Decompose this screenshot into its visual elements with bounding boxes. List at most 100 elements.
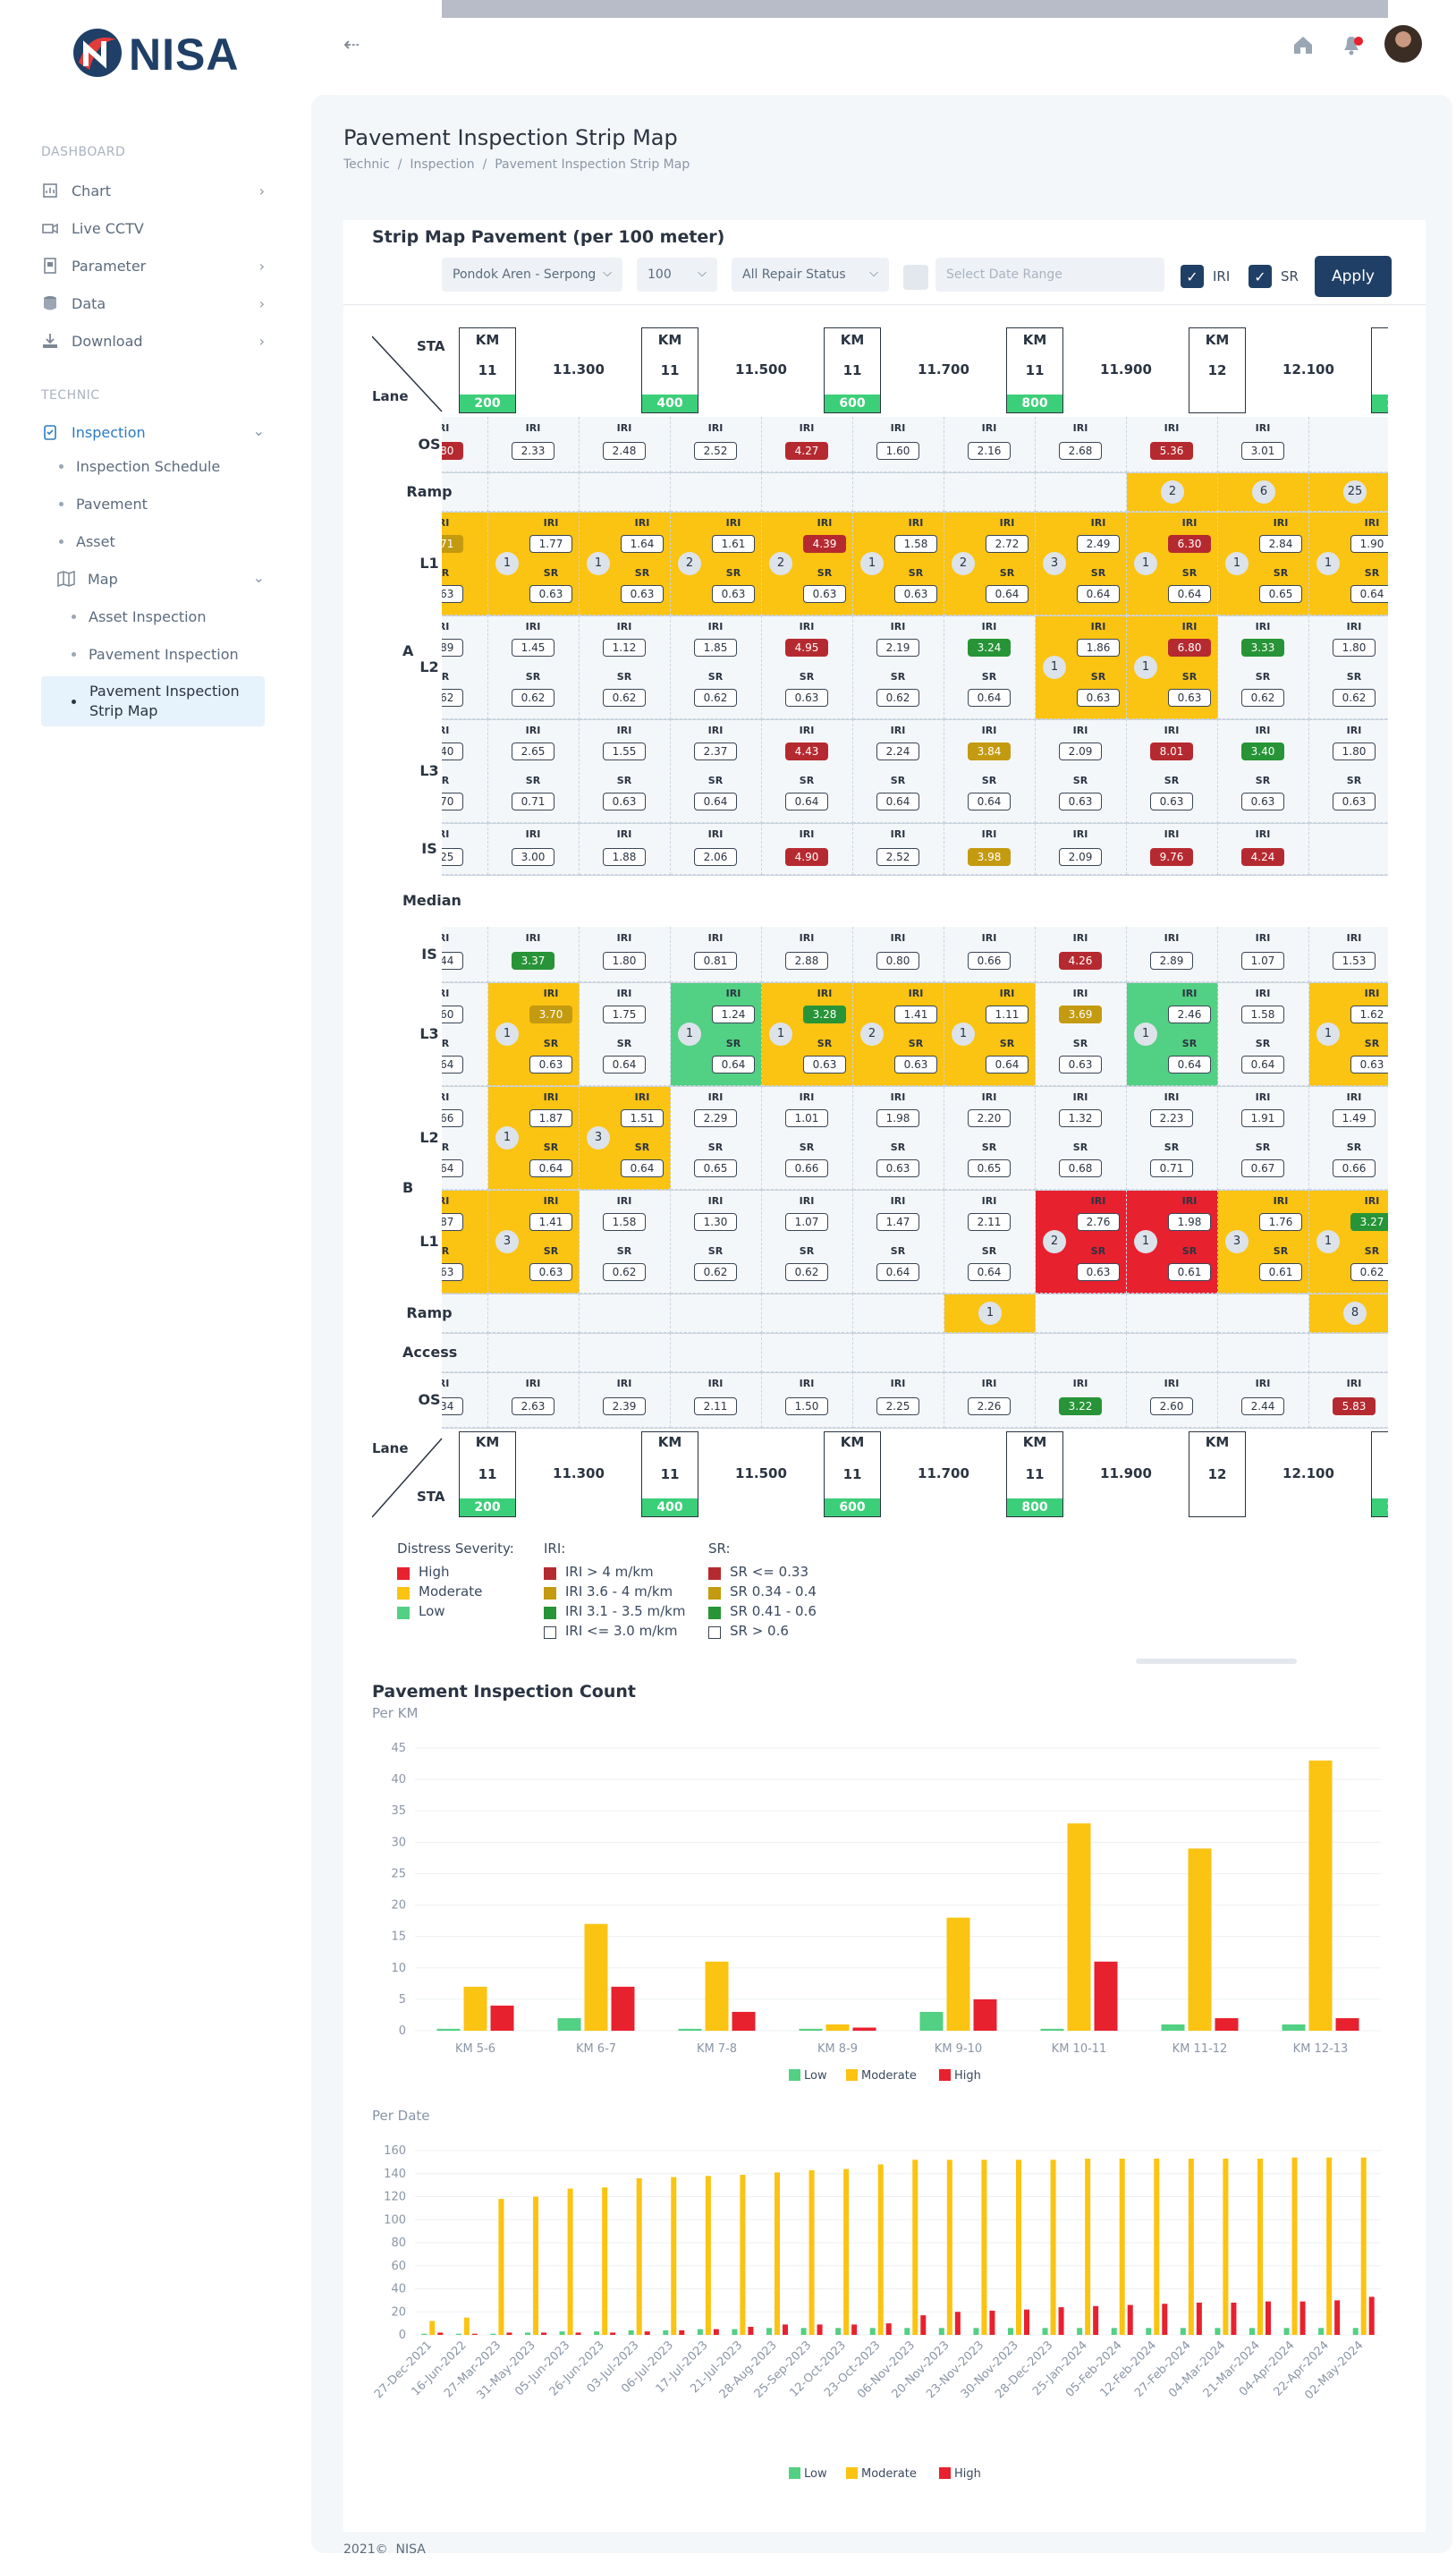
horizontal-scrollbar[interactable] (1136, 1659, 1297, 1664)
iri-tag: IRI (981, 932, 997, 944)
strip-cell[interactable] (1309, 823, 1388, 875)
strip-cell[interactable] (1218, 1294, 1309, 1333)
strip-cell[interactable] (1218, 1086, 1309, 1190)
iri-tag: IRI (725, 988, 741, 999)
strip-cell[interactable] (762, 719, 853, 823)
strip-cell[interactable] (580, 472, 671, 512)
strip-map-scroll-area: KM 11 200 11.300 KM 11 400 11.500 KM 11 600 11.700 K… (442, 0, 1388, 1664)
strip-cell[interactable] (762, 927, 853, 982)
bar-moderate (1016, 2160, 1021, 2335)
date-range-checkbox[interactable] (903, 265, 928, 290)
distress-count: 1 (1134, 1023, 1157, 1046)
sta-label: 12.100 (1282, 1465, 1334, 1481)
strip-cell[interactable] (442, 472, 488, 512)
strip-cell[interactable] (762, 1333, 853, 1372)
date-range-input[interactable]: Select Date Range (935, 258, 1164, 292)
strip-cell[interactable] (671, 1294, 762, 1333)
strip-cell[interactable] (1036, 472, 1127, 512)
breadcrumb-inspection[interactable]: Inspection (410, 157, 475, 172)
iri-tag: IRI (817, 517, 833, 529)
sr-tag: SR (799, 671, 815, 683)
legend-swatch (846, 2069, 858, 2081)
strip-cell[interactable] (944, 1333, 1036, 1372)
nav-pavement-inspection[interactable]: Pavement Inspection (72, 646, 239, 663)
strip-cell[interactable] (580, 1333, 671, 1372)
iri-value: 1.11 (986, 1006, 1029, 1023)
strip-cell[interactable] (1036, 823, 1127, 875)
avatar[interactable] (1384, 25, 1422, 63)
bar-low (1111, 2328, 1117, 2335)
apply-button[interactable]: Apply (1315, 256, 1392, 297)
iri-tag: IRI (890, 1195, 906, 1207)
lane-label: Ramp (406, 483, 453, 500)
iri-value: 2.37 (694, 743, 737, 760)
nisa-logo[interactable]: NISA (68, 23, 247, 84)
strip-cell[interactable] (1218, 1333, 1309, 1372)
strip-cell[interactable] (762, 472, 853, 512)
sr-checkbox-label: SR (1281, 268, 1299, 284)
nav-inspection[interactable]: Inspection ⌄ (41, 417, 265, 447)
strip-cell[interactable] (944, 472, 1036, 512)
road-select[interactable]: Pondok Aren - Serpong ⌵ (442, 258, 622, 292)
nav-map[interactable]: Map ⌄ (57, 564, 265, 594)
breadcrumb-technic[interactable]: Technic (343, 157, 390, 172)
iri-tag: IRI (707, 932, 724, 944)
strip-cell[interactable] (1127, 1333, 1218, 1372)
back-arrow-icon[interactable]: ⇠ (343, 34, 360, 56)
sr-tag: SR (890, 1245, 906, 1257)
strip-cell[interactable] (671, 472, 762, 512)
strip-cell[interactable] (762, 1294, 853, 1333)
sr-tag: SR (817, 567, 833, 579)
bar-moderate (1188, 2159, 1194, 2335)
strip-cell[interactable] (671, 1333, 762, 1372)
strip-cell[interactable] (1309, 417, 1388, 472)
sta-label: 11.900 (1100, 361, 1152, 378)
strip-cell[interactable] (442, 1294, 488, 1333)
nav-asset-inspection[interactable]: Asset Inspection (72, 608, 206, 625)
y-tick-label: 35 (391, 1804, 406, 1818)
distress-count: 1 (769, 1023, 792, 1046)
lane-label: Ramp (406, 1304, 453, 1321)
home-icon[interactable] (1291, 34, 1315, 55)
sr-checkbox[interactable]: ✓ (1249, 265, 1272, 288)
divider (343, 304, 1426, 305)
strip-cell[interactable] (1309, 1333, 1388, 1372)
strip-cell[interactable] (1127, 1294, 1218, 1333)
sr-value: 0.71 (512, 793, 554, 810)
strip-cell[interactable] (488, 472, 580, 512)
strip-cell[interactable] (488, 1294, 580, 1333)
strip-cell[interactable] (853, 1294, 944, 1333)
y-tick-label: 5 (399, 1993, 406, 2007)
bar-low (436, 2028, 461, 2031)
nav-download[interactable]: Download › (41, 326, 265, 356)
nav-strip-map-active[interactable]: Pavement Inspection Strip Map (41, 676, 265, 726)
iri-checkbox[interactable]: ✓ (1181, 265, 1204, 288)
nav-parameter[interactable]: Parameter › (41, 250, 265, 281)
strip-cell[interactable] (1036, 1333, 1127, 1372)
per-km-chart: 0 5 10 15 20 25 30 35 40 45 KM 5-6 KM 6-7 KM 7-8 KM 8… (391, 1742, 1381, 2083)
iri-tag: IRI (799, 1378, 815, 1389)
nav-asset[interactable]: Asset (59, 533, 265, 550)
nav-data[interactable]: Data › (41, 288, 265, 318)
nav-live-cctv[interactable]: Live CCTV (41, 213, 265, 243)
nav-inspection-schedule[interactable]: Inspection Schedule (59, 458, 265, 475)
strip-cell[interactable] (762, 615, 853, 719)
strip-cell[interactable] (580, 1294, 671, 1333)
segment-select[interactable]: 100 ⌵ (637, 258, 717, 292)
nav-pavement[interactable]: Pavement (59, 496, 265, 513)
iri-value: 3.22 (1059, 1397, 1102, 1415)
strip-cell[interactable] (488, 1333, 580, 1372)
sr-value: 0.64 (712, 1056, 755, 1074)
strip-cell[interactable] (1127, 719, 1218, 823)
strip-cell[interactable] (1036, 1294, 1127, 1333)
sr-value: 0.63 (876, 1159, 919, 1177)
strip-cell[interactable] (442, 1333, 488, 1372)
sta-label: 12.100 (1282, 361, 1334, 378)
strip-cell[interactable] (853, 472, 944, 512)
bell-icon[interactable] (1340, 32, 1365, 57)
strip-cell[interactable] (853, 1333, 944, 1372)
sr-tag: SR (1090, 1245, 1106, 1257)
repair-status-select[interactable]: All Repair Status ⌵ (732, 258, 889, 292)
nav-chart[interactable]: Chart › (41, 175, 265, 206)
median-divider (442, 0, 1388, 9)
